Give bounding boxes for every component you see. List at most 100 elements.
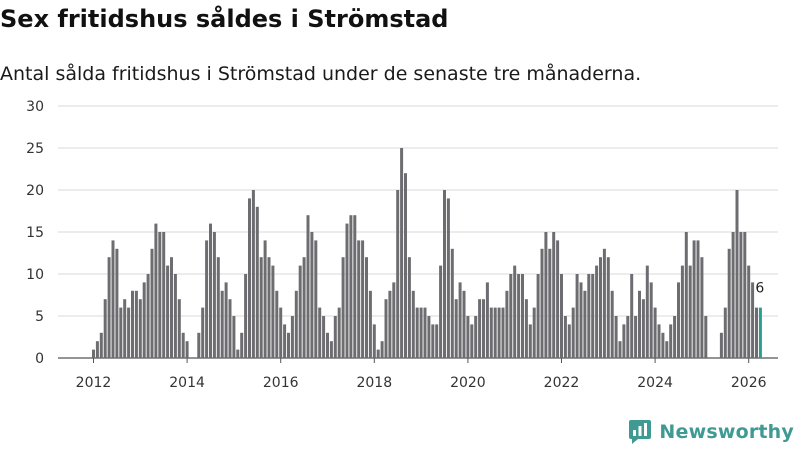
y-tick-label: 0: [35, 351, 44, 367]
y-axis-ticks: 0 5 10 15 20 25 30: [26, 99, 44, 367]
bar: [357, 240, 361, 358]
bar: [735, 190, 739, 358]
bar: [688, 265, 692, 358]
bar: [259, 257, 263, 358]
x-tick-label: 2012: [76, 375, 112, 391]
bar: [696, 240, 700, 358]
bar: [575, 274, 579, 358]
bar: [599, 257, 602, 358]
y-tick-label: 25: [26, 141, 44, 157]
bar: [505, 290, 509, 358]
bar: [493, 307, 497, 358]
bar: [318, 307, 322, 358]
bar: [470, 324, 474, 358]
bar: [743, 232, 747, 358]
bar: [181, 332, 185, 358]
bar: [415, 307, 419, 358]
bar: [287, 332, 290, 358]
bar: [271, 265, 275, 358]
bar: [228, 299, 232, 358]
bar: [489, 307, 493, 358]
bar: [423, 307, 427, 358]
chart-title: Sex fritidshus såldes i Strömstad: [0, 5, 449, 33]
bar: [579, 282, 583, 358]
bar: [626, 316, 630, 358]
bar: [134, 290, 138, 358]
x-tick-label: 2016: [263, 375, 299, 391]
bar: [185, 341, 189, 358]
bar: [255, 206, 259, 358]
bar: [216, 257, 220, 358]
bar: [337, 307, 341, 358]
bar: [692, 240, 696, 358]
newsworthy-brand[interactable]: Newsworthy: [628, 419, 794, 445]
bar: [563, 316, 567, 358]
bar: [154, 223, 158, 358]
y-tick-label: 20: [26, 183, 44, 199]
bar: [649, 282, 653, 358]
bar: [115, 248, 119, 358]
bar: [684, 232, 688, 358]
bar: [205, 240, 209, 358]
bar: [755, 307, 758, 358]
bar: [439, 265, 443, 358]
x-tick-label: 2022: [544, 375, 580, 391]
bar: [251, 190, 255, 358]
bar: [719, 332, 723, 358]
bar: [376, 349, 380, 358]
bar: [602, 248, 606, 358]
bar: [212, 232, 216, 358]
bar: [618, 341, 622, 358]
bar: [283, 324, 287, 358]
bar: [368, 290, 372, 358]
bar: [521, 274, 524, 358]
bar: [310, 232, 314, 358]
bar: [314, 240, 318, 358]
bar: [478, 299, 482, 358]
bar: [552, 232, 556, 358]
bar: [482, 299, 485, 358]
bar: [556, 240, 560, 358]
bar: [501, 307, 505, 358]
y-tick-label: 5: [35, 309, 44, 325]
brand-name: Newsworthy: [659, 421, 794, 443]
bar: [380, 341, 384, 358]
bar: [513, 265, 517, 358]
bar: [236, 349, 240, 358]
bar: [669, 324, 673, 358]
bar: [209, 223, 212, 358]
x-tick-label: 2026: [731, 375, 767, 391]
bar: [704, 316, 708, 358]
bar: [404, 173, 407, 358]
bar: [540, 248, 544, 358]
bar: [224, 282, 228, 358]
bar: [361, 240, 365, 358]
bar: [509, 274, 513, 358]
bar: [349, 215, 353, 358]
bar: [400, 148, 404, 358]
bar: [411, 290, 415, 358]
bar: [548, 248, 552, 358]
bar: [345, 223, 349, 358]
bar: [731, 232, 735, 358]
bar: [474, 316, 478, 358]
bar: [450, 248, 454, 358]
bar: [298, 265, 302, 358]
bar: [384, 299, 388, 358]
bar: [560, 274, 563, 358]
bar: [275, 290, 279, 358]
bar: [739, 232, 743, 358]
bar: [329, 341, 333, 358]
bar: [747, 265, 751, 358]
bar: [267, 257, 271, 358]
bar: [665, 341, 669, 358]
bar: [485, 282, 489, 358]
bar: [407, 257, 411, 358]
latest-value-label: 6: [755, 281, 764, 297]
bar: [263, 240, 267, 358]
bar: [170, 257, 173, 358]
x-tick-label: 2018: [356, 375, 392, 391]
bar: [443, 190, 446, 358]
bar: [392, 282, 396, 358]
bar: [388, 290, 392, 358]
